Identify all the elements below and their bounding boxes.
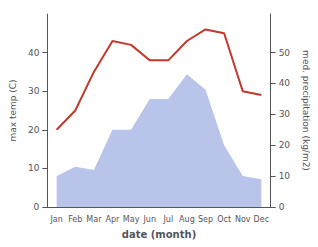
svg-text:Jul: Jul [162,215,173,224]
svg-text:Jan: Jan [49,215,62,224]
svg-text:Sep: Sep [198,215,213,224]
svg-text:Apr: Apr [106,215,121,224]
svg-text:0: 0 [34,202,40,212]
svg-text:max temp (C): max temp (C) [8,79,18,141]
svg-text:Nov: Nov [235,215,251,224]
svg-text:10: 10 [28,163,40,173]
svg-text:0: 0 [279,202,285,212]
svg-text:Mar: Mar [86,215,102,224]
svg-text:Dec: Dec [254,215,269,224]
svg-text:med. precipitation (kg/m2): med. precipitation (kg/m2) [301,50,311,171]
svg-text:date (month): date (month) [122,229,196,240]
svg-text:May: May [123,215,140,224]
svg-text:Feb: Feb [68,215,82,224]
svg-text:20: 20 [28,125,40,135]
svg-text:40: 40 [28,48,40,58]
svg-text:Jun: Jun [142,215,156,224]
svg-text:30: 30 [279,109,291,119]
svg-text:40: 40 [279,78,291,88]
svg-text:30: 30 [28,86,40,96]
svg-text:10: 10 [279,171,291,181]
svg-text:Aug: Aug [179,215,195,224]
svg-text:Oct: Oct [217,215,231,224]
svg-text:20: 20 [279,140,291,150]
svg-text:50: 50 [279,48,291,58]
